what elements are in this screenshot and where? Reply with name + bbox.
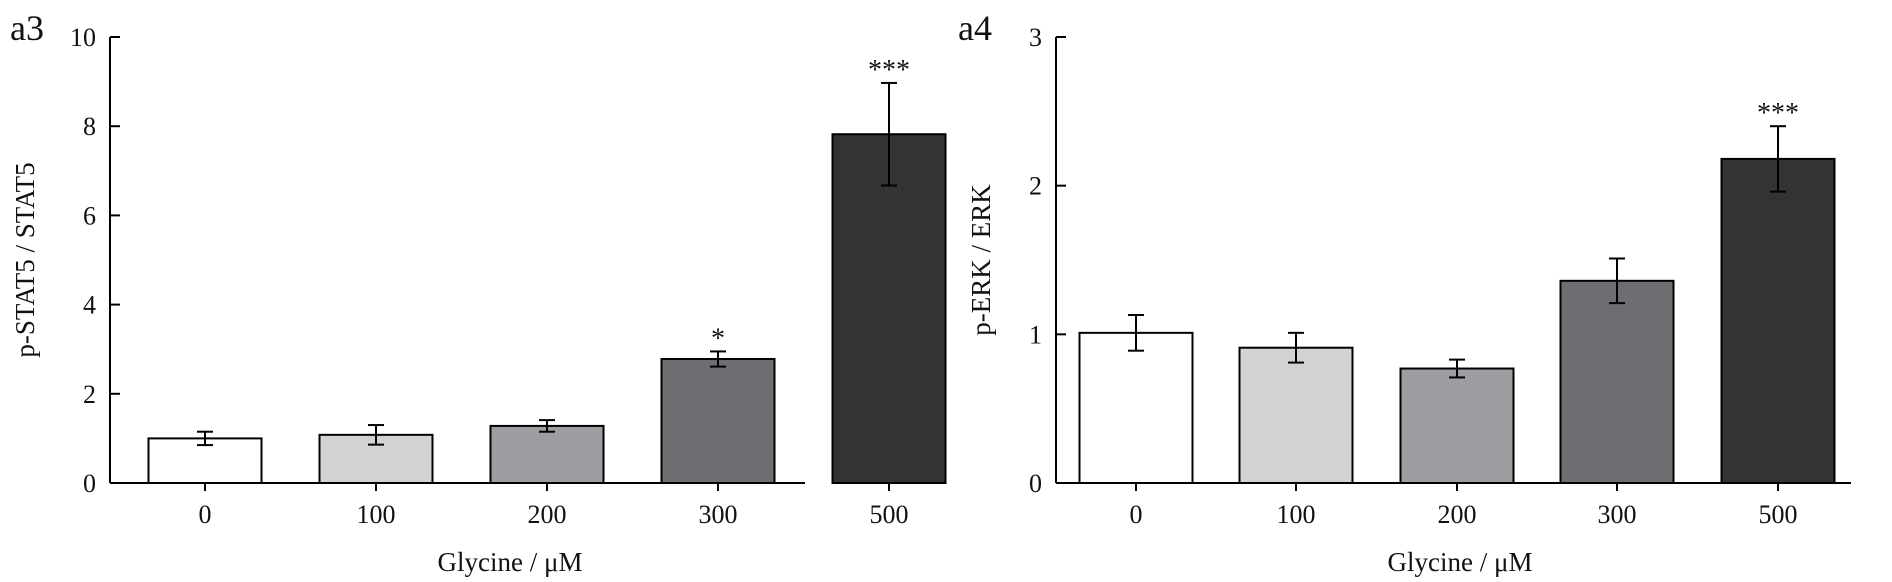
x-tick-label: 100 — [1277, 500, 1316, 529]
y-tick-label: 2 — [1029, 172, 1042, 201]
x-tick-label: 300 — [1598, 500, 1637, 529]
significance-marker: *** — [868, 55, 910, 86]
x-tick-label: 500 — [870, 500, 909, 529]
x-tick-label: 300 — [699, 500, 738, 529]
y-axis-label: p-ERK / ERK — [966, 184, 996, 336]
bar — [1078, 331, 1194, 485]
x-axis-label: Glycine / μM — [438, 547, 583, 577]
y-tick-label: 2 — [83, 380, 96, 409]
panel-a4-chart: a4 0 100 200 300 *** 500 0 1 2 3 Glycine / μM p-ERK … — [958, 8, 1851, 577]
bar — [1238, 346, 1354, 485]
bar — [489, 424, 605, 484]
x-tick-label: 0 — [199, 500, 212, 529]
significance-marker: *** — [1757, 98, 1799, 129]
panel-a3-chart: a3 0 100 200 * 300 *** 500 0 2 4 6 8 10 Glycine / μM p-… — [10, 8, 947, 577]
significance-marker: * — [711, 323, 725, 354]
y-tick-label: 3 — [1029, 23, 1042, 52]
y-tick-label: 0 — [83, 469, 96, 498]
bar — [1399, 367, 1515, 485]
x-tick-label: 0 — [1130, 500, 1143, 529]
bar — [831, 133, 947, 484]
y-tick-label: 10 — [70, 23, 96, 52]
x-tick-label: 100 — [357, 500, 396, 529]
y-tick-label: 8 — [83, 112, 96, 141]
x-tick-label: 500 — [1759, 500, 1798, 529]
y-tick-label: 1 — [1029, 320, 1042, 349]
bar — [660, 358, 776, 484]
bar — [1720, 157, 1836, 484]
y-tick-label: 6 — [83, 201, 96, 230]
panel-label: a3 — [10, 8, 44, 48]
y-tick-label: 4 — [83, 291, 96, 320]
bar — [1559, 279, 1675, 484]
x-tick-label: 200 — [528, 500, 567, 529]
y-tick-label: 0 — [1029, 469, 1042, 498]
panel-label: a4 — [958, 8, 992, 48]
x-axis-label: Glycine / μM — [1388, 547, 1533, 577]
y-axis-label: p-STAT5 / STAT5 — [10, 162, 40, 357]
x-tick-label: 200 — [1438, 500, 1477, 529]
